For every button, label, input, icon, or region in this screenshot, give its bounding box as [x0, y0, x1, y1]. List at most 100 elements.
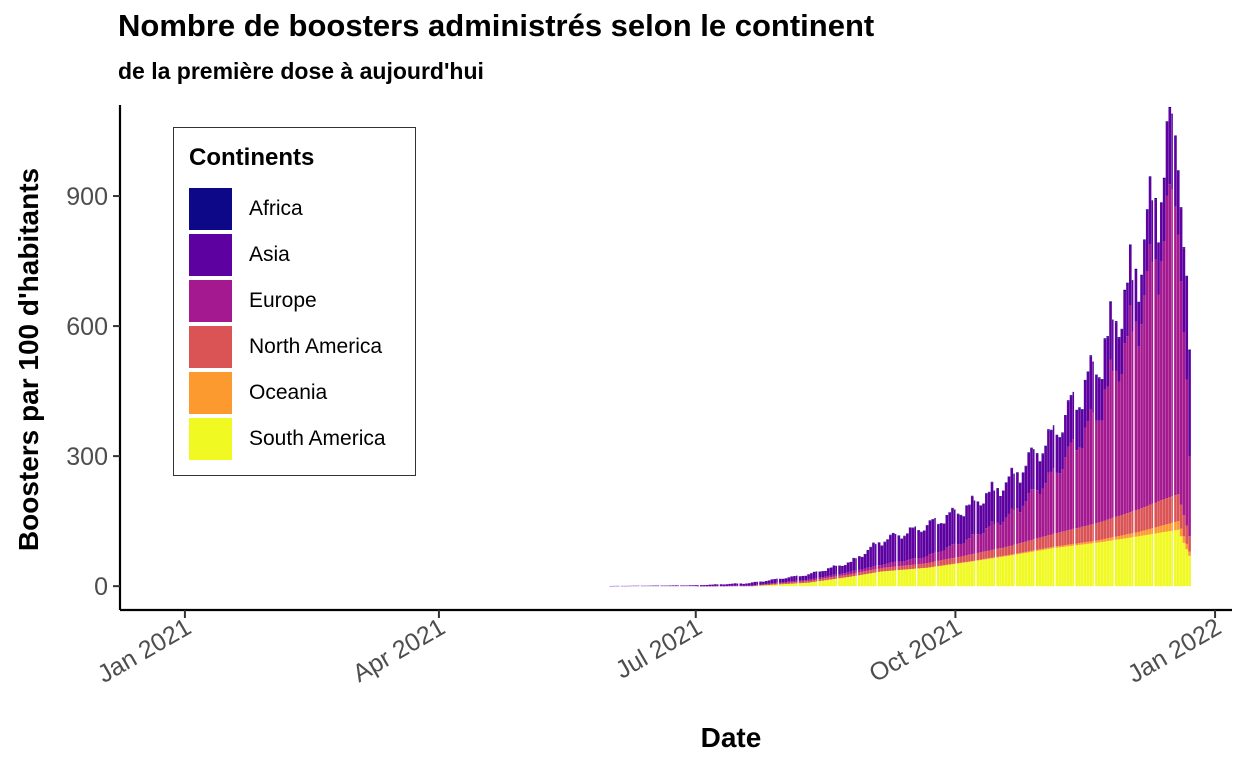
bar-na	[1092, 524, 1094, 542]
bar-na	[1010, 545, 1014, 555]
bar-sa	[1044, 549, 1047, 587]
bar-na	[1103, 520, 1107, 539]
bar-as	[917, 530, 920, 559]
bar-as	[1033, 449, 1035, 490]
bar-sa	[1081, 544, 1084, 587]
bar-sa	[1041, 549, 1045, 587]
bar-sa	[1086, 543, 1090, 587]
bar-as	[654, 585, 658, 587]
bar-eu	[773, 583, 776, 584]
bar-af	[1154, 198, 1158, 200]
bar-sa	[1024, 552, 1028, 587]
bar-na	[770, 584, 774, 585]
bar-as	[1066, 401, 1070, 447]
bar-sa	[925, 567, 929, 587]
bar-as	[951, 508, 954, 545]
bar-eu	[954, 543, 956, 558]
bar-sa	[793, 583, 796, 587]
bar-sa	[832, 579, 836, 587]
bar-as	[742, 583, 745, 586]
bar-eu	[906, 560, 909, 566]
legend-label: Europe	[249, 289, 317, 312]
bar-sa	[795, 583, 798, 587]
bar-eu	[1103, 389, 1107, 521]
bar-af	[1176, 170, 1180, 172]
bar-eu	[1160, 261, 1163, 501]
bar-oc	[1086, 541, 1090, 544]
bar-af	[1081, 409, 1084, 410]
bar-as	[903, 536, 906, 562]
bar-as	[1049, 430, 1053, 472]
bar-eu	[863, 568, 867, 572]
bar-sa	[990, 558, 994, 587]
bar-oc	[1066, 544, 1070, 547]
bar-eu	[1117, 381, 1121, 516]
bar-as	[787, 577, 791, 582]
bar-sa	[982, 559, 985, 587]
bar-na	[1018, 543, 1022, 553]
bar-oc	[1095, 540, 1098, 543]
bar-eu	[750, 585, 754, 586]
bar-as	[914, 526, 917, 559]
bar-af	[1109, 301, 1112, 303]
bar-na	[973, 553, 976, 561]
bar-oc	[979, 559, 983, 561]
bar-as	[1016, 472, 1019, 509]
bar-sa	[970, 561, 974, 587]
bar-af	[1033, 449, 1035, 450]
bar-na	[858, 572, 861, 576]
bar-as	[652, 585, 655, 587]
bar-na	[787, 582, 791, 584]
bar-as	[818, 571, 822, 578]
bar-oc	[1157, 526, 1160, 533]
bar-eu	[793, 581, 796, 583]
bar-na	[886, 567, 889, 571]
bar-af	[1013, 473, 1015, 475]
bar-na	[1064, 530, 1067, 546]
bar-na	[996, 548, 999, 557]
bar-oc	[1021, 552, 1025, 554]
bar-as	[1089, 356, 1093, 410]
bar-na	[1086, 525, 1090, 542]
bar-af	[1021, 472, 1025, 473]
bar-af	[1120, 328, 1124, 330]
bar-as	[683, 585, 686, 587]
bar-eu	[1024, 501, 1028, 542]
bar-na	[1021, 542, 1025, 553]
bar-as	[1052, 426, 1055, 469]
bar-na	[945, 559, 949, 565]
bar-af	[990, 481, 994, 483]
bar-na	[1013, 544, 1015, 554]
bar-as	[925, 525, 929, 557]
bar-af	[1151, 200, 1154, 202]
bar-as	[731, 583, 734, 586]
bar-as	[965, 505, 968, 540]
legend-item: Asia	[189, 232, 409, 278]
bar-oc	[1182, 536, 1186, 543]
bar-sa	[1030, 551, 1033, 587]
bar-eu	[1145, 270, 1149, 506]
bar-eu	[982, 533, 985, 552]
bar-eu	[810, 579, 813, 581]
bar-na	[1157, 501, 1160, 527]
bar-oc	[1151, 528, 1154, 534]
bar-sa	[855, 575, 857, 587]
bar-na	[908, 565, 912, 570]
bar-eu	[762, 584, 765, 585]
bar-oc	[1174, 521, 1177, 531]
bar-na	[1168, 497, 1172, 524]
bar-as	[1092, 362, 1094, 413]
bar-oc	[1081, 542, 1084, 545]
bar-oc	[1013, 553, 1015, 555]
bar-sa	[1103, 541, 1107, 587]
bar-na	[979, 552, 983, 560]
bar-as	[688, 585, 692, 587]
bar-af	[1041, 453, 1045, 455]
bar-eu	[970, 534, 974, 555]
bar-eu	[846, 572, 850, 575]
bar-sa	[1162, 531, 1166, 587]
bar-na	[1035, 538, 1039, 550]
bar-na	[962, 555, 966, 563]
bar-as	[795, 575, 798, 581]
bar-sa	[866, 573, 870, 587]
